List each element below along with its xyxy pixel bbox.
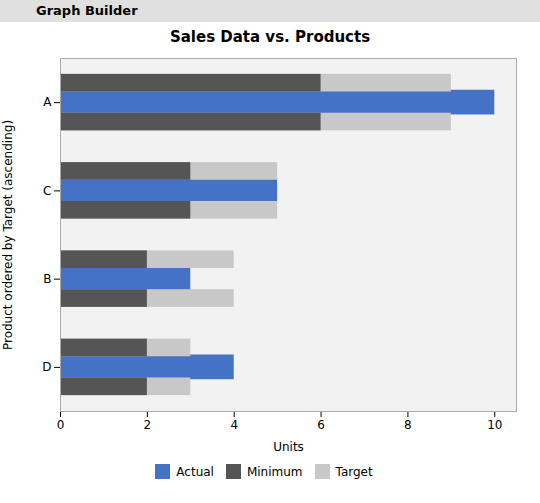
html-text:Minimum: Minimum	[246, 464, 303, 479]
svg-text:C: C	[43, 184, 51, 198]
svg-text:B: B	[43, 272, 51, 286]
svg-text:Product ordered by Target (asc: Product ordered by Target (ascending)	[1, 120, 15, 350]
svg-text:D: D	[42, 360, 51, 374]
html-text:Actual: Actual	[176, 464, 214, 479]
svg-text:A: A	[43, 95, 52, 109]
svg-text:Units: Units	[273, 440, 304, 454]
svg-text:10: 10	[487, 418, 502, 432]
svg-text:2: 2	[144, 418, 152, 432]
html-text:Sales Data vs. Products: Sales Data vs. Products	[169, 28, 371, 46]
svg-text:6: 6	[317, 418, 325, 432]
html-text:Target: Target	[335, 464, 373, 479]
svg-text:8: 8	[404, 418, 412, 432]
svg-text:4: 4	[230, 418, 238, 432]
svg-text:0: 0	[57, 418, 65, 432]
html-text:Graph Builder: Graph Builder	[36, 3, 138, 18]
